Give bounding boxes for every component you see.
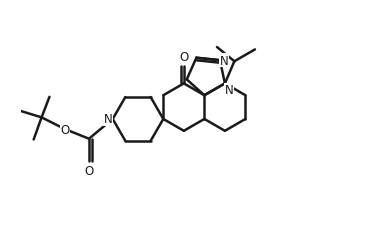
- Text: O: O: [61, 123, 70, 136]
- Text: N: N: [220, 55, 229, 67]
- Text: N: N: [104, 113, 113, 126]
- Text: O: O: [85, 164, 94, 177]
- Text: O: O: [179, 51, 188, 64]
- Text: N: N: [225, 84, 234, 97]
